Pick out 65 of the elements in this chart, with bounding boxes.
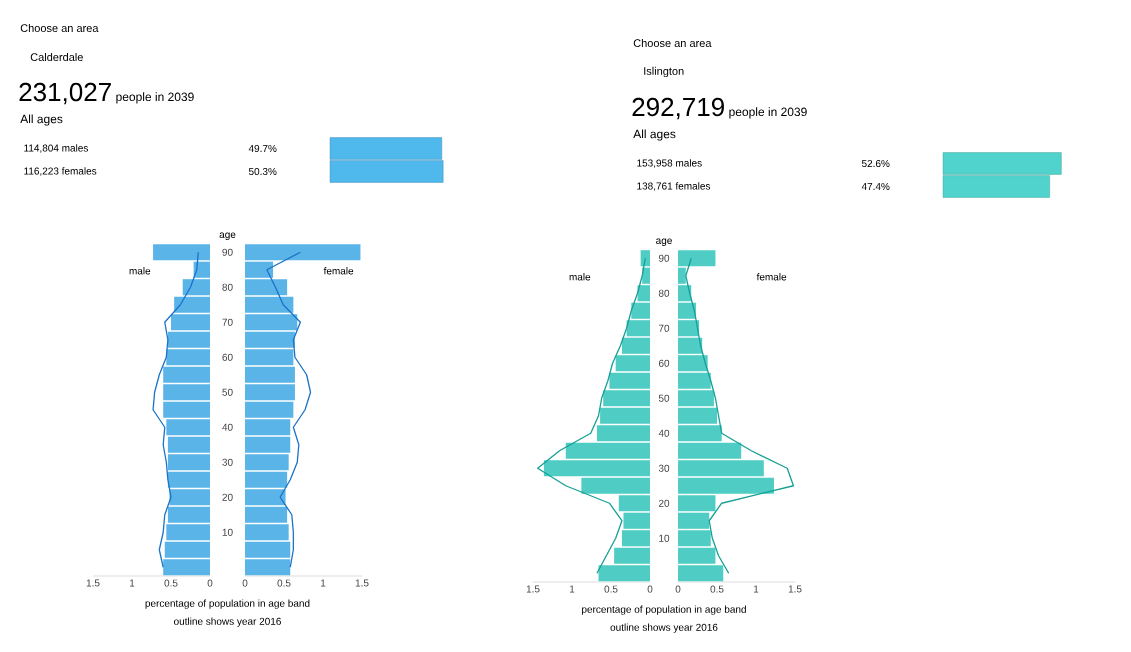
data-label: 50.3% [248, 167, 277, 176]
x-axis-title: percentage of population in age band [145, 599, 310, 609]
text: outline shows year 2016 [174, 617, 281, 627]
text: male [129, 267, 151, 275]
y-tick-label: 90 [222, 248, 233, 256]
text: All ages [633, 129, 676, 141]
bar [678, 250, 716, 267]
y-tick-label: 153,958 males [637, 159, 702, 168]
x-tick-label: 0 [647, 585, 653, 593]
text: male [569, 273, 591, 281]
y-axis-title: age [219, 232, 236, 240]
text: female [756, 273, 787, 281]
data-label: 52.6% [861, 159, 890, 168]
y-tick-label: 20 [658, 499, 670, 507]
y-tick-label: 80 [658, 289, 670, 297]
text: Choose an area [20, 23, 99, 33]
data-label: 49.7% [248, 144, 277, 153]
x-tick-label: 0.5 [710, 585, 724, 593]
text: Islington [644, 66, 684, 78]
text: Choose an area [633, 38, 712, 48]
y-tick-label: 70 [222, 318, 233, 326]
x-tick-label: 0.5 [164, 579, 178, 587]
y-tick-label: 60 [222, 353, 233, 361]
y-tick-label: 50 [222, 388, 233, 396]
x-tick-label: 1 [129, 579, 135, 587]
y-tick-label: 40 [658, 429, 670, 437]
bar [245, 244, 361, 261]
y-tick-label: 10 [222, 528, 233, 536]
text: people in 2039 [116, 92, 194, 104]
bar [153, 244, 210, 261]
text: outline shows year 2016 [610, 623, 718, 633]
x-tick-label: 1.5 [788, 585, 802, 593]
text: Calderdale [30, 52, 83, 62]
text: 231,027 [19, 82, 111, 105]
x-tick-label: 0 [207, 579, 213, 587]
text: people in 2039 [729, 107, 807, 119]
y-axis-title: age [656, 238, 672, 246]
text: female [323, 267, 354, 275]
y-tick-label: 30 [658, 464, 670, 472]
x-axis-title: percentage of population in age band [582, 605, 746, 615]
x-tick-label: 1.5 [86, 579, 100, 587]
data-label: 47.4% [861, 183, 890, 190]
x-tick-label: 1.5 [526, 585, 540, 593]
y-tick-label: 30 [222, 458, 233, 466]
y-tick-label: 40 [222, 423, 233, 431]
x-tick-label: 0 [242, 579, 248, 587]
x-tick-label: 0.5 [277, 579, 291, 587]
y-tick-label: 138,761 females [637, 182, 711, 191]
y-tick-label: 60 [658, 359, 670, 367]
x-tick-label: 0.5 [604, 585, 618, 593]
y-tick-label: 80 [222, 283, 233, 291]
y-tick-label: 50 [658, 394, 670, 402]
y-tick-label: 116,223 females [24, 167, 97, 176]
y-tick-label: 114,804 males [24, 144, 88, 153]
text: All ages [20, 114, 63, 126]
y-tick-label: 90 [658, 254, 670, 262]
x-tick-label: 1 [320, 579, 326, 587]
text: 292,719 [632, 97, 724, 120]
y-tick-label: 10 [659, 534, 670, 542]
x-tick-label: 0 [675, 585, 681, 593]
y-tick-label: 70 [658, 324, 670, 332]
x-tick-label: 1 [754, 585, 759, 593]
x-tick-label: 1.5 [355, 579, 369, 587]
x-tick-label: 1 [569, 585, 575, 593]
y-tick-label: 20 [222, 493, 233, 501]
